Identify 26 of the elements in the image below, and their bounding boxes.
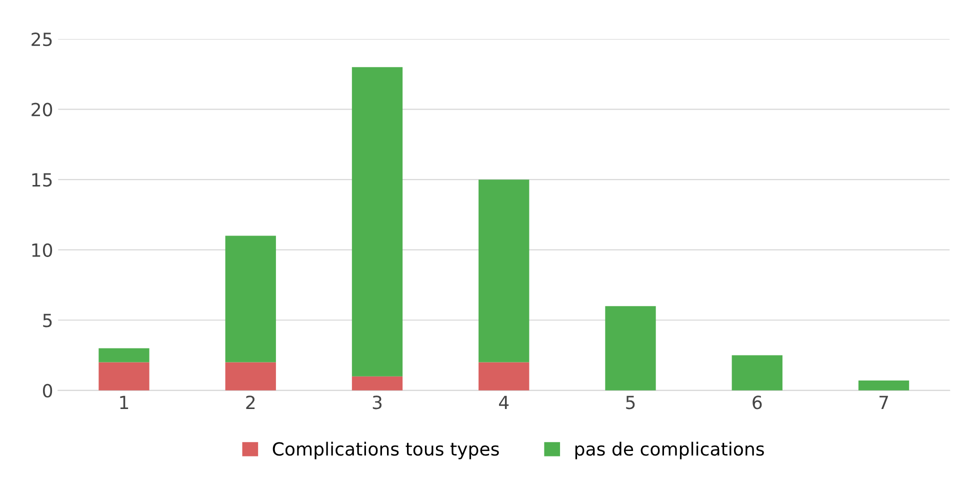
bar [98,362,150,390]
bar [605,306,656,390]
x-tick-label: 7 [880,396,888,409]
bar [98,348,150,362]
x-tick-label: 2 [246,396,255,409]
y-tick-label: 15 [32,173,52,187]
bar [478,180,530,362]
legend-label: pas de complications [575,442,764,460]
bar [352,67,403,376]
x-tick-label: 1 [120,396,128,409]
y-tick-label: 0 [42,384,52,398]
bar [858,380,910,390]
x-tick-label: 3 [372,396,382,410]
y-tick-label: 10 [32,243,52,257]
x-tick-label: 6 [752,396,762,410]
y-tick-label: 25 [32,32,52,46]
bar [478,362,530,390]
bar [225,236,276,362]
y-tick-label: 5 [43,314,52,328]
legend-label: Complications tous types [272,442,499,460]
bar [732,355,782,390]
x-tick-label: 5 [626,396,635,410]
y-tick-label: 20 [32,102,52,116]
x-tick-label: 4 [499,396,509,409]
bar [225,362,276,390]
bar [352,376,403,390]
